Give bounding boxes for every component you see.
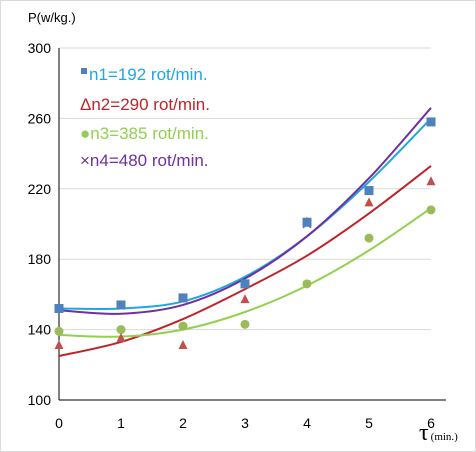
- y-tick-label: 260: [28, 110, 52, 126]
- trend-line: [58, 207, 432, 338]
- y-axis-label: P(w/kg.): [28, 10, 76, 25]
- x-tick-label: 1: [117, 415, 125, 431]
- legend-label: n1=192 rot/min.: [89, 65, 208, 84]
- x-axis-label-unit: (min.): [431, 431, 459, 443]
- legend-label: ●n3=385 rot/min.: [80, 124, 209, 143]
- y-tick-label: 100: [28, 392, 52, 408]
- legend: n1=192 rot/min. Δn2=290 rot/min. ●n3=385 r…: [80, 65, 210, 170]
- y-tick-label: 220: [28, 181, 52, 197]
- data-point-square: [364, 186, 374, 196]
- x-tick-label: 3: [241, 415, 249, 431]
- data-point-circle: [426, 205, 436, 215]
- data-point-triangle: [178, 339, 188, 349]
- x-tick-label: 5: [365, 415, 373, 431]
- data-point-triangle: [426, 176, 436, 186]
- trend-lines: [58, 107, 432, 357]
- x-tick-label: 6: [427, 415, 435, 431]
- tick-labels: 100 140 180 220 260 300 0 1 2 3 4 5 6: [28, 40, 435, 431]
- y-tick-label: 140: [28, 322, 52, 338]
- data-point-circle: [178, 321, 188, 331]
- data-point-triangle: [364, 197, 374, 207]
- data-point-circle: [302, 279, 312, 289]
- data-point-square: [54, 303, 64, 313]
- trend-line: [58, 165, 432, 357]
- y-tick-label: 300: [28, 40, 52, 56]
- x-tick-label: 4: [303, 415, 311, 431]
- data-points: [54, 117, 436, 349]
- data-point-circle: [364, 233, 374, 243]
- legend-marker-square: [81, 68, 87, 74]
- data-point-triangle: [116, 332, 126, 342]
- data-point-square: [178, 293, 188, 303]
- data-point-triangle: [54, 339, 64, 349]
- trend-line: [58, 107, 432, 315]
- data-point-square: [116, 300, 126, 310]
- grid: [59, 47, 431, 331]
- legend-label: Δn2=290 rot/min.: [80, 95, 210, 114]
- x-tick-label: 2: [179, 415, 187, 431]
- data-point-circle: [240, 319, 250, 329]
- data-point-circle: [116, 325, 126, 335]
- y-tick-label: 180: [28, 251, 52, 267]
- data-point-square: [240, 279, 250, 289]
- data-point-square: [302, 217, 312, 227]
- x-tick-label: 0: [55, 415, 63, 431]
- legend-label: ×n4=480 rot/min.: [80, 151, 209, 170]
- data-point-circle: [54, 326, 64, 336]
- x-axis-label-main: τ: [419, 420, 429, 446]
- data-point-square: [426, 117, 436, 127]
- data-point-triangle: [240, 294, 250, 304]
- x-axis-label: τ (min.): [419, 420, 458, 446]
